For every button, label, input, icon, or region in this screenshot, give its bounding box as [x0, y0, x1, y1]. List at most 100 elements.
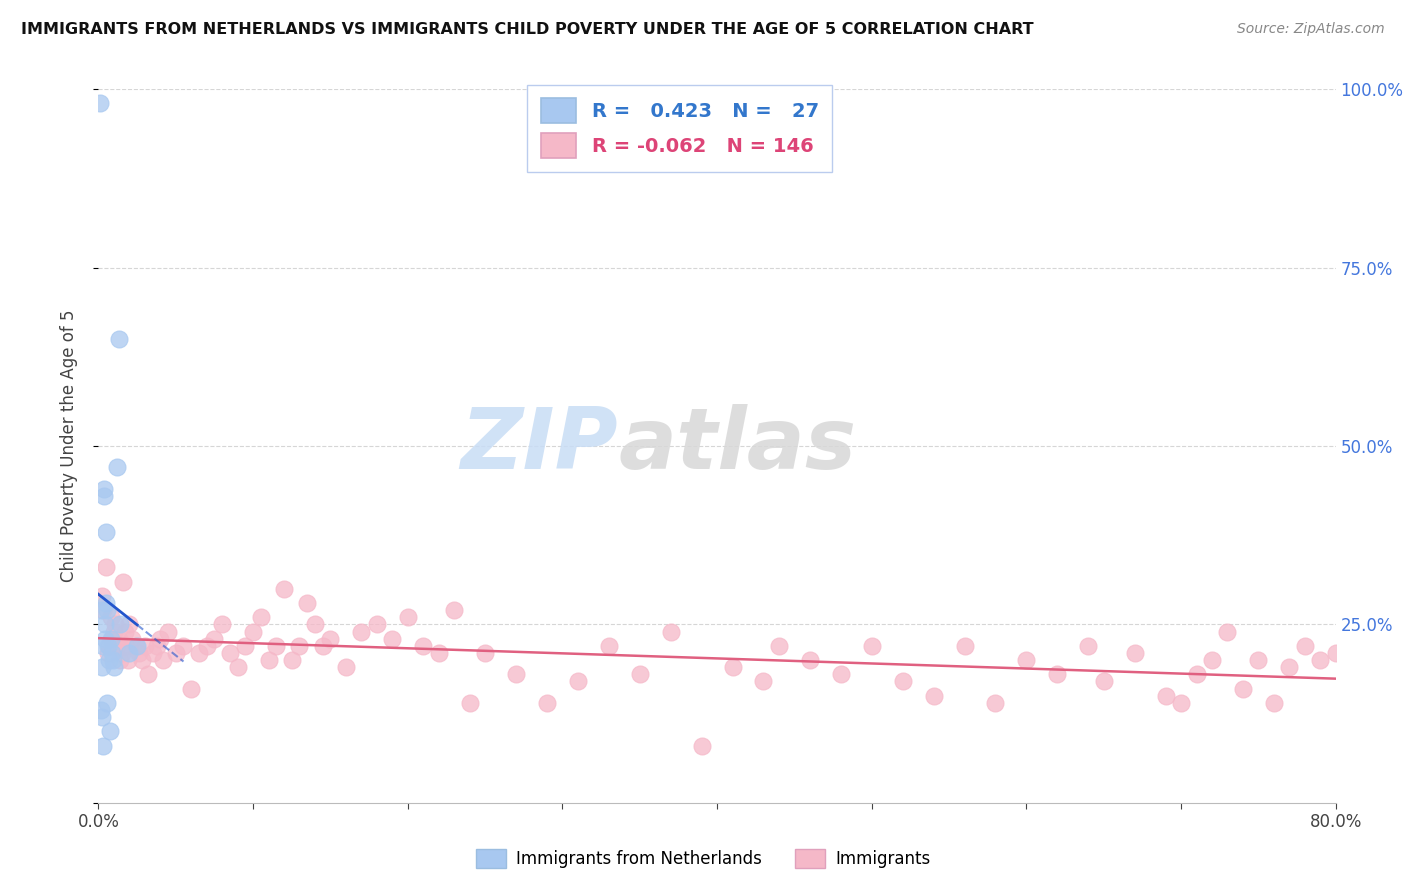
Point: [458, 696, 481, 710]
Point: [1232, 681, 1254, 696]
Point: [91, 739, 114, 753]
Point: [107, 332, 129, 346]
Point: [157, 624, 180, 639]
Point: [96, 596, 118, 610]
Point: [319, 632, 342, 646]
Point: [97, 653, 120, 667]
Point: [90, 603, 112, 617]
Point: [180, 681, 202, 696]
Point: [97, 639, 120, 653]
Point: [567, 674, 589, 689]
Point: [1324, 646, 1347, 660]
Point: [128, 646, 150, 660]
Point: [1170, 696, 1192, 710]
Point: [984, 696, 1007, 710]
Point: [304, 617, 326, 632]
Point: [100, 632, 122, 646]
Point: [1278, 660, 1301, 674]
Point: [768, 639, 790, 653]
Point: [211, 617, 233, 632]
Point: [96, 560, 118, 574]
Point: [104, 617, 127, 632]
Point: [146, 639, 169, 653]
Point: [141, 646, 165, 660]
Point: [100, 610, 122, 624]
Point: [264, 639, 288, 653]
Point: [281, 653, 304, 667]
Point: [860, 639, 883, 653]
Point: [505, 667, 527, 681]
Point: [115, 639, 138, 653]
Y-axis label: Child Poverty Under the Age of 5: Child Poverty Under the Age of 5: [59, 310, 77, 582]
Point: [96, 603, 118, 617]
Point: [443, 603, 465, 617]
Point: [96, 696, 118, 710]
Point: [1123, 646, 1146, 660]
Point: [922, 689, 945, 703]
Point: [105, 460, 128, 475]
Point: [165, 646, 187, 660]
Point: [250, 610, 273, 624]
Point: [105, 639, 128, 653]
Point: [235, 639, 257, 653]
Legend: Immigrants from Netherlands, Immigrants: Immigrants from Netherlands, Immigrants: [470, 842, 936, 875]
Text: atlas: atlas: [619, 404, 856, 488]
Text: Source: ZipAtlas.com: Source: ZipAtlas.com: [1237, 22, 1385, 37]
Point: [94, 617, 117, 632]
Point: [1247, 653, 1270, 667]
Point: [188, 646, 211, 660]
Point: [396, 610, 419, 624]
Point: [101, 632, 124, 646]
Point: [257, 653, 280, 667]
Text: IMMIGRANTS FROM NETHERLANDS VS IMMIGRANTS CHILD POVERTY UNDER THE AGE OF 5 CORRE: IMMIGRANTS FROM NETHERLANDS VS IMMIGRANT…: [21, 22, 1033, 37]
Point: [98, 724, 121, 739]
Point: [124, 639, 146, 653]
Point: [242, 624, 264, 639]
Point: [90, 703, 112, 717]
Point: [107, 632, 129, 646]
Point: [94, 632, 117, 646]
Point: [195, 639, 218, 653]
Point: [273, 582, 295, 596]
Point: [101, 653, 124, 667]
Point: [1294, 639, 1316, 653]
Point: [121, 632, 143, 646]
Point: [204, 632, 226, 646]
Point: [226, 660, 249, 674]
Point: [94, 524, 117, 539]
Point: [381, 632, 404, 646]
Point: [1077, 639, 1099, 653]
Point: [152, 653, 174, 667]
Point: [335, 660, 357, 674]
Point: [953, 639, 976, 653]
Point: [131, 653, 153, 667]
Point: [118, 646, 141, 660]
Point: [1154, 689, 1177, 703]
Point: [598, 639, 620, 653]
Point: [114, 624, 136, 639]
Point: [89, 96, 111, 111]
Point: [127, 639, 149, 653]
Point: [427, 646, 450, 660]
Point: [1185, 667, 1208, 681]
Point: [134, 639, 156, 653]
Point: [690, 739, 713, 753]
Point: [297, 596, 319, 610]
Point: [108, 617, 131, 632]
Point: [288, 639, 311, 653]
Point: [366, 617, 388, 632]
Point: [1015, 653, 1038, 667]
Point: [628, 667, 651, 681]
Point: [91, 639, 114, 653]
Point: [91, 710, 114, 724]
Point: [312, 639, 335, 653]
Point: [1216, 624, 1239, 639]
Point: [412, 639, 434, 653]
Point: [97, 646, 120, 660]
Text: ZIP: ZIP: [460, 404, 619, 488]
Point: [103, 624, 125, 639]
Point: [112, 574, 135, 589]
Point: [93, 489, 115, 503]
Point: [350, 624, 373, 639]
Point: [117, 653, 139, 667]
